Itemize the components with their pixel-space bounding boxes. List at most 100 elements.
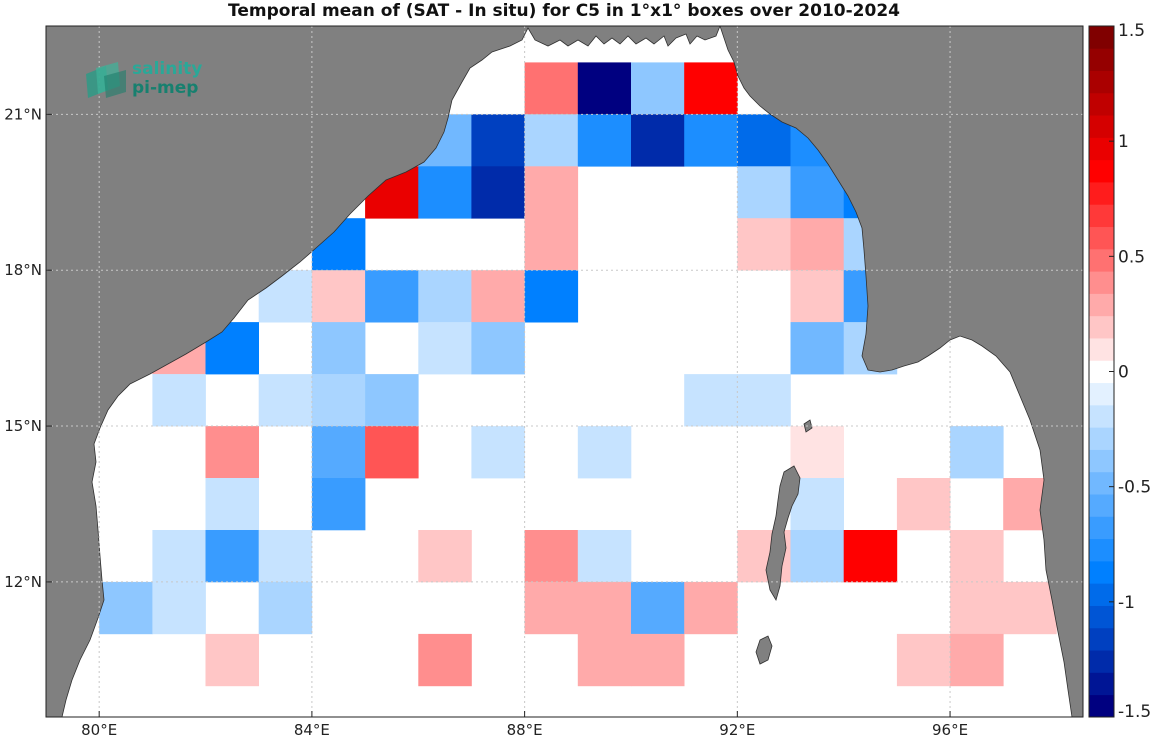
heatmap-cell	[684, 62, 738, 115]
heatmap-cell	[631, 62, 685, 115]
heatmap-cell	[99, 581, 153, 635]
heatmap-cell	[524, 114, 579, 167]
colorbar-segment	[1089, 271, 1114, 294]
heatmap-cell	[790, 530, 844, 583]
y-axis: 21°N 18°N 15°N 12°N	[4, 105, 52, 591]
heatmap-cell	[152, 581, 206, 635]
x-axis: 80°E 84°E 88°E 92°E 96°E	[81, 711, 968, 739]
land-india-bangladesh	[46, 26, 721, 717]
logo-line1: salinity	[132, 59, 203, 79]
heatmap-cell	[471, 166, 525, 219]
logo-mark-icon	[86, 62, 126, 98]
heatmap-cells	[99, 62, 1057, 687]
x-tick-label: 84°E	[294, 721, 330, 739]
heatmap-cell	[950, 581, 1004, 635]
heatmap-cell	[311, 478, 366, 531]
colorbar-tick-label: -0.5	[1118, 478, 1151, 498]
colorbar-segment	[1089, 382, 1114, 406]
heatmap-cell	[684, 114, 738, 167]
heatmap-cell	[311, 270, 366, 323]
x-tick-label: 88°E	[507, 721, 543, 739]
heatmap-cell	[418, 322, 472, 375]
heatmap-cell	[737, 166, 791, 219]
colorbar-segment	[1089, 248, 1114, 272]
heatmap-cell	[737, 114, 791, 167]
heatmap-cell	[950, 530, 1004, 583]
heatmap-cell	[896, 478, 951, 531]
colorbar-segment	[1089, 182, 1114, 205]
heatmap-cell	[311, 426, 366, 479]
heatmap-cell	[790, 218, 844, 271]
heatmap-cell	[471, 426, 525, 479]
y-tick-label: 18°N	[4, 261, 42, 279]
heatmap-cell	[790, 426, 844, 479]
heatmap-cell	[471, 322, 525, 375]
heatmap-cell	[896, 633, 951, 687]
heatmap-cell	[524, 270, 579, 323]
colorbar-tick-label: 0	[1118, 363, 1129, 383]
heatmap-cell	[311, 374, 366, 427]
heatmap-cell	[365, 374, 419, 427]
heatmap-cell	[790, 270, 844, 323]
heatmap-cell	[577, 114, 632, 167]
colorbar-segment	[1089, 204, 1114, 228]
heatmap-cell	[311, 322, 366, 375]
colorbar-tick-label: 1.5	[1118, 21, 1145, 41]
heatmap-cell	[524, 166, 579, 219]
heatmap-cell	[631, 114, 685, 167]
x-tick-label: 80°E	[81, 721, 117, 739]
lat-lon-grid	[46, 26, 1083, 717]
colorbar-segment	[1089, 627, 1114, 651]
heatmap-cell	[365, 426, 419, 479]
colorbar-segment	[1089, 583, 1114, 606]
heatmap-cell	[577, 62, 632, 115]
heatmap-cell	[205, 426, 259, 479]
colorbar-segment	[1089, 338, 1114, 361]
colorbar-segment	[1089, 92, 1114, 116]
colorbar-segment	[1089, 315, 1114, 339]
heatmap-cell	[1003, 581, 1057, 635]
colorbar-segment	[1089, 538, 1114, 562]
x-tick-label: 96°E	[932, 721, 968, 739]
heatmap-cell	[365, 270, 419, 323]
heatmap-cell	[737, 218, 791, 271]
colorbar-segment	[1089, 516, 1114, 540]
colorbar-segment	[1089, 694, 1114, 718]
heatmap-cell	[950, 633, 1004, 687]
heatmap-cell	[471, 114, 525, 167]
heatmap-cell	[684, 374, 738, 427]
heatmap-cell	[577, 581, 632, 635]
logo-line2: pi-mep	[132, 78, 199, 98]
colorbar-segment	[1089, 494, 1114, 517]
colorbar-segment	[1089, 70, 1114, 94]
heatmap-cell	[950, 426, 1004, 479]
heatmap-cell	[684, 581, 738, 635]
heatmap-cell	[524, 581, 579, 635]
heatmap-cell	[205, 478, 259, 531]
heatmap-cell	[577, 530, 632, 583]
heatmap-cell	[258, 374, 313, 427]
heatmap-cell	[524, 218, 579, 271]
y-tick-label: 21°N	[4, 105, 42, 123]
colorbar-tick-label: 1	[1118, 132, 1129, 152]
heatmap-cell	[790, 322, 844, 375]
heatmap-cell	[418, 633, 472, 687]
colorbar-segment	[1089, 360, 1114, 384]
heatmap-cell	[152, 374, 206, 427]
heatmap-cell	[631, 581, 685, 635]
colorbar-segment	[1089, 115, 1114, 138]
heatmap-cell	[418, 270, 472, 323]
colorbar-segment	[1089, 650, 1114, 673]
colorbar-segment	[1089, 672, 1114, 696]
heatmap-cell	[737, 374, 791, 427]
heatmap-cell	[418, 166, 472, 219]
land-andaman-islands	[765, 465, 801, 601]
heatmap-cell	[258, 581, 313, 635]
heatmap-cell	[524, 62, 579, 115]
x-tick-label: 92°E	[719, 721, 755, 739]
heatmap-cell	[790, 478, 844, 531]
land-myanmar	[719, 26, 1083, 717]
y-tick-label: 15°N	[4, 417, 42, 435]
heatmap-cell	[577, 426, 632, 479]
heatmap-cell	[258, 530, 313, 583]
